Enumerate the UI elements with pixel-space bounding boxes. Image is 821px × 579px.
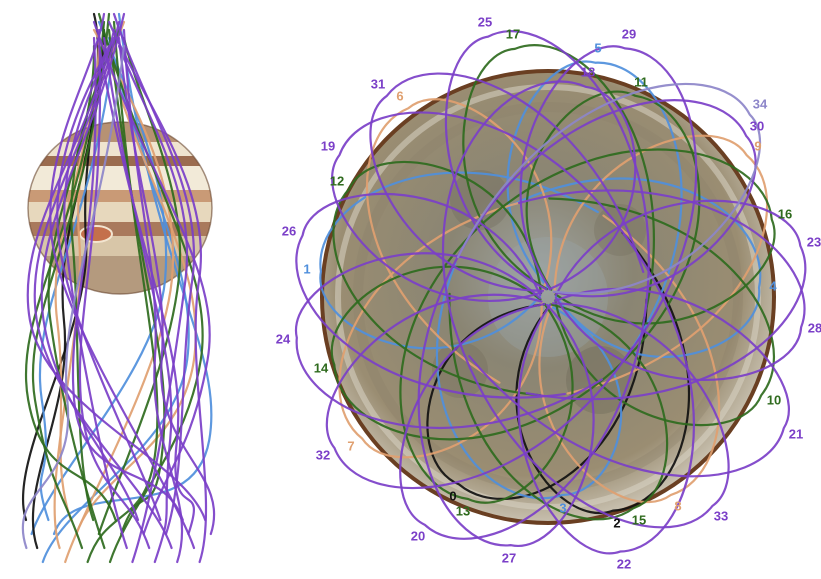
perijove-label-18: 18 xyxy=(581,64,595,79)
perijove-label-21: 21 xyxy=(789,426,803,441)
orbit-path-33 xyxy=(451,302,730,529)
perijove-label-9: 9 xyxy=(754,138,761,153)
perijove-label-30: 30 xyxy=(750,118,764,133)
perijove-label-27: 27 xyxy=(502,550,516,565)
perijove-label-28: 28 xyxy=(808,320,821,335)
side-orbit-path xyxy=(26,28,207,522)
perijove-label-8: 8 xyxy=(674,498,681,513)
orbit-path-4 xyxy=(502,177,762,358)
orbit-path-23 xyxy=(525,199,807,401)
perijove-label-2: 2 xyxy=(613,515,620,530)
perijove-label-34: 34 xyxy=(753,96,768,111)
orbit-path-1 xyxy=(319,171,599,350)
side-orbit-path xyxy=(56,44,162,522)
perijove-label-24: 24 xyxy=(276,331,291,346)
perijove-label-3: 3 xyxy=(559,500,566,515)
orbit-path-14 xyxy=(330,265,615,441)
perijove-label-6: 6 xyxy=(396,88,403,103)
perijove-label-32: 32 xyxy=(316,447,330,462)
perijove-label-0: 0 xyxy=(449,488,456,503)
orbit-path-21 xyxy=(468,287,790,478)
perijove-label-23: 23 xyxy=(807,234,821,249)
perijove-label-22: 22 xyxy=(617,556,631,571)
orbit-path-29 xyxy=(519,45,698,363)
orbit-path-20 xyxy=(399,302,648,540)
side-orbit-path xyxy=(117,44,188,564)
perijove-label-11: 11 xyxy=(634,74,648,89)
perijove-label-5: 5 xyxy=(594,40,601,55)
side-orbit-path xyxy=(63,36,128,550)
side-orbit-path xyxy=(92,20,211,536)
perijove-label-19: 19 xyxy=(321,138,335,153)
perijove-label-26: 26 xyxy=(282,223,296,238)
perijove-label-14: 14 xyxy=(314,360,329,375)
orbit-path-17 xyxy=(462,44,655,326)
perijove-label-12: 12 xyxy=(330,173,344,188)
orbit-path-7 xyxy=(338,200,543,459)
perijove-label-25: 25 xyxy=(478,14,492,29)
orbit-path-30 xyxy=(459,99,757,298)
orbit-path-8 xyxy=(538,214,721,503)
side-orbit-path xyxy=(97,44,196,536)
perijove-label-10: 10 xyxy=(767,392,781,407)
perijove-label-16: 16 xyxy=(778,206,792,221)
perijove-label-13: 13 xyxy=(456,503,470,518)
side-orbit-path xyxy=(75,44,197,536)
side-orbit-path xyxy=(24,20,117,522)
orbit-path-27 xyxy=(417,243,595,547)
orbit-path-10 xyxy=(548,197,776,427)
perijove-label-29: 29 xyxy=(622,26,636,41)
perijove-label-33: 33 xyxy=(714,508,728,523)
orbit-path-25 xyxy=(444,30,650,317)
orbit-path-32 xyxy=(325,293,634,490)
jupiter-side-view xyxy=(21,12,216,564)
orbit-path-6 xyxy=(365,98,553,384)
side-orbit-path xyxy=(33,20,173,550)
orbit-path-11 xyxy=(525,90,701,371)
perijove-label-7: 7 xyxy=(347,438,354,453)
side-orbit-path xyxy=(52,12,213,536)
orbit-path-12 xyxy=(332,160,543,397)
side-orbit-path xyxy=(107,20,208,564)
perijove-label-1: 1 xyxy=(303,261,310,276)
perijove-label-20: 20 xyxy=(411,528,425,543)
side-orbit-path xyxy=(31,12,111,550)
side-orbit-path xyxy=(71,36,184,522)
side-orbit-path xyxy=(40,12,140,522)
perijove-label-31: 31 xyxy=(371,76,385,91)
orbit-path-31 xyxy=(369,72,645,292)
orbit-path-34 xyxy=(456,83,762,295)
orbit-path-28 xyxy=(517,189,806,382)
orbit-path-22 xyxy=(517,232,695,555)
side-orbit-path xyxy=(117,36,216,536)
perijove-label-17: 17 xyxy=(506,26,520,41)
side-orbit-path xyxy=(49,12,196,550)
side-orbit-path xyxy=(78,28,151,550)
orbit-path-19 xyxy=(331,111,633,302)
side-orbit-path xyxy=(21,44,126,550)
orbit-path-13 xyxy=(399,225,574,504)
orbit-path-26 xyxy=(295,192,566,399)
orbit-path-18 xyxy=(441,80,637,322)
side-orbit-path xyxy=(38,44,116,522)
orbit-path-24 xyxy=(294,252,603,429)
perijove-label-4: 4 xyxy=(769,278,777,293)
perijove-label-15: 15 xyxy=(632,512,646,527)
jupiter-polar-view: 0123456789101112131415161718192021222324… xyxy=(276,14,821,571)
orbit-path-16 xyxy=(479,148,776,325)
orbit-path-9 xyxy=(553,134,769,395)
